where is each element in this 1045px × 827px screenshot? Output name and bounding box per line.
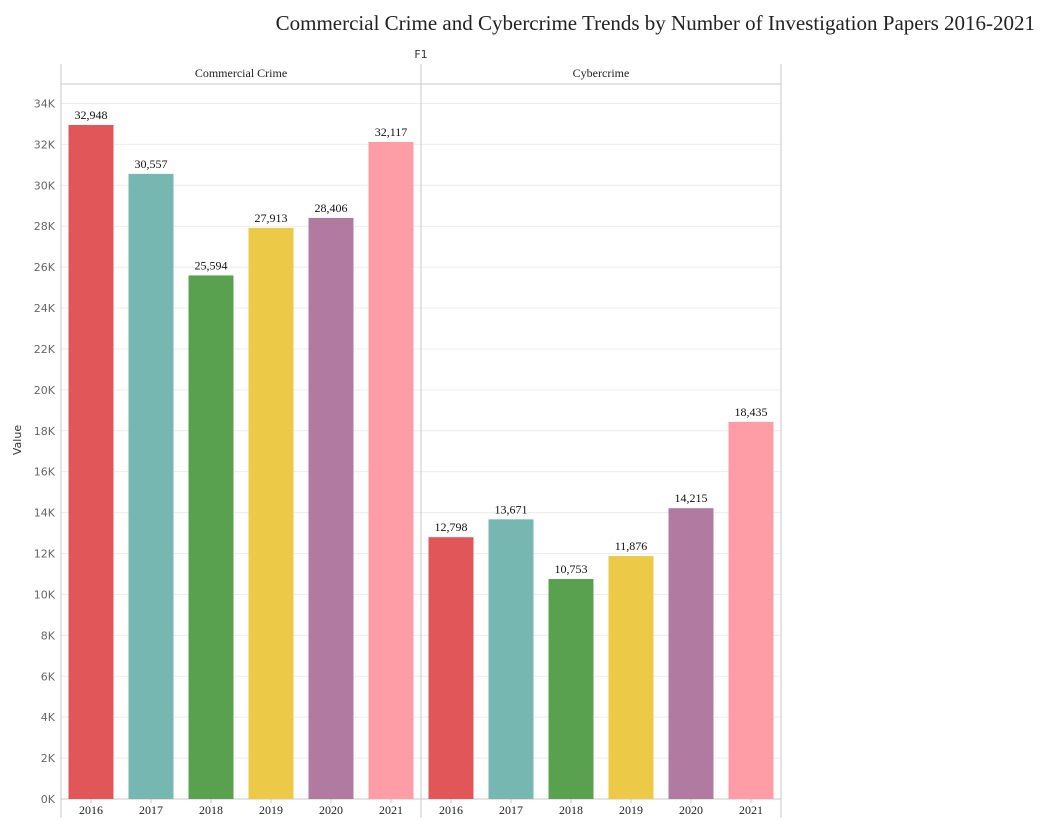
- y-tick-label: 0K: [41, 793, 56, 806]
- x-tick-label: 2019: [259, 803, 283, 817]
- bar: [548, 579, 594, 799]
- panel-header-label: Cybercrime: [573, 66, 630, 80]
- chart-title: Commercial Crime and Cybercrime Trends b…: [276, 11, 1035, 35]
- y-tick-label: 24K: [34, 302, 56, 315]
- y-axis-label: Value: [11, 425, 24, 455]
- x-tick-label: 2018: [559, 803, 583, 817]
- data-labels: 32,948 30,557 25,594 27,913 28,406 32,117 12,7…: [75, 108, 768, 576]
- facet-label: F1: [414, 48, 427, 61]
- y-tick-label: 6K: [41, 670, 56, 683]
- y-tick-label: 14K: [34, 507, 56, 520]
- y-axis: 0K 2K 4K 6K 8K 10K 12K 14K 16K 18K 20K 22K 24K 26K 28K…: [34, 97, 56, 806]
- data-label: 13,671: [495, 502, 528, 516]
- x-tick-label: 2021: [739, 803, 763, 817]
- y-tick-label: 28K: [34, 220, 56, 233]
- x-axis: 2016 2017 2018 2019 2020 2021 2016 2017 2018 2019…: [79, 799, 763, 817]
- data-label: 14,215: [675, 491, 708, 505]
- y-tick-label: 16K: [34, 466, 56, 479]
- data-label: 12,798: [435, 520, 468, 534]
- y-tick-label: 30K: [34, 179, 56, 192]
- bar: [308, 217, 354, 799]
- y-tick-label: 34K: [34, 97, 56, 110]
- x-tick-label: 2016: [439, 803, 463, 817]
- x-tick-label: 2021: [379, 803, 403, 817]
- data-label: 27,913: [255, 211, 288, 225]
- y-tick-label: 10K: [34, 588, 56, 601]
- data-label: 10,753: [555, 562, 588, 576]
- x-tick-label: 2017: [139, 803, 163, 817]
- bar: [488, 519, 534, 799]
- bar: [608, 556, 654, 799]
- bars: [68, 124, 774, 800]
- y-tick-label: 4K: [41, 711, 56, 724]
- x-tick-label: 2018: [199, 803, 223, 817]
- bar: [248, 227, 294, 800]
- x-tick-label: 2019: [619, 803, 643, 817]
- y-tick-label: 8K: [41, 629, 56, 642]
- data-label: 28,406: [315, 201, 348, 215]
- bar: [428, 537, 474, 799]
- x-tick-label: 2020: [679, 803, 703, 817]
- bar: [668, 508, 714, 799]
- data-label: 30,557: [135, 157, 168, 171]
- x-tick-label: 2017: [499, 803, 523, 817]
- bar: [188, 275, 234, 799]
- bar: [68, 124, 114, 800]
- x-tick-label: 2020: [319, 803, 343, 817]
- bar: [128, 173, 174, 799]
- y-tick-label: 12K: [34, 548, 56, 561]
- y-tick-label: 2K: [41, 752, 56, 765]
- data-label: 32,117: [375, 125, 408, 139]
- y-tick-label: 32K: [34, 138, 56, 151]
- data-label: 18,435: [735, 405, 768, 419]
- data-label: 32,948: [75, 108, 108, 122]
- y-tick-label: 22K: [34, 343, 56, 356]
- panel-frames: Commercial Crime Cybercrime: [60, 64, 782, 818]
- y-tick-label: 26K: [34, 261, 56, 274]
- panel-header-label: Commercial Crime: [195, 66, 287, 80]
- y-tick-label: 18K: [34, 425, 56, 438]
- data-label: 25,594: [195, 258, 228, 272]
- bar: [368, 141, 414, 800]
- x-tick-label: 2016: [79, 803, 103, 817]
- y-tick-label: 20K: [34, 384, 56, 397]
- data-label: 11,876: [615, 539, 648, 553]
- bar: [728, 421, 774, 799]
